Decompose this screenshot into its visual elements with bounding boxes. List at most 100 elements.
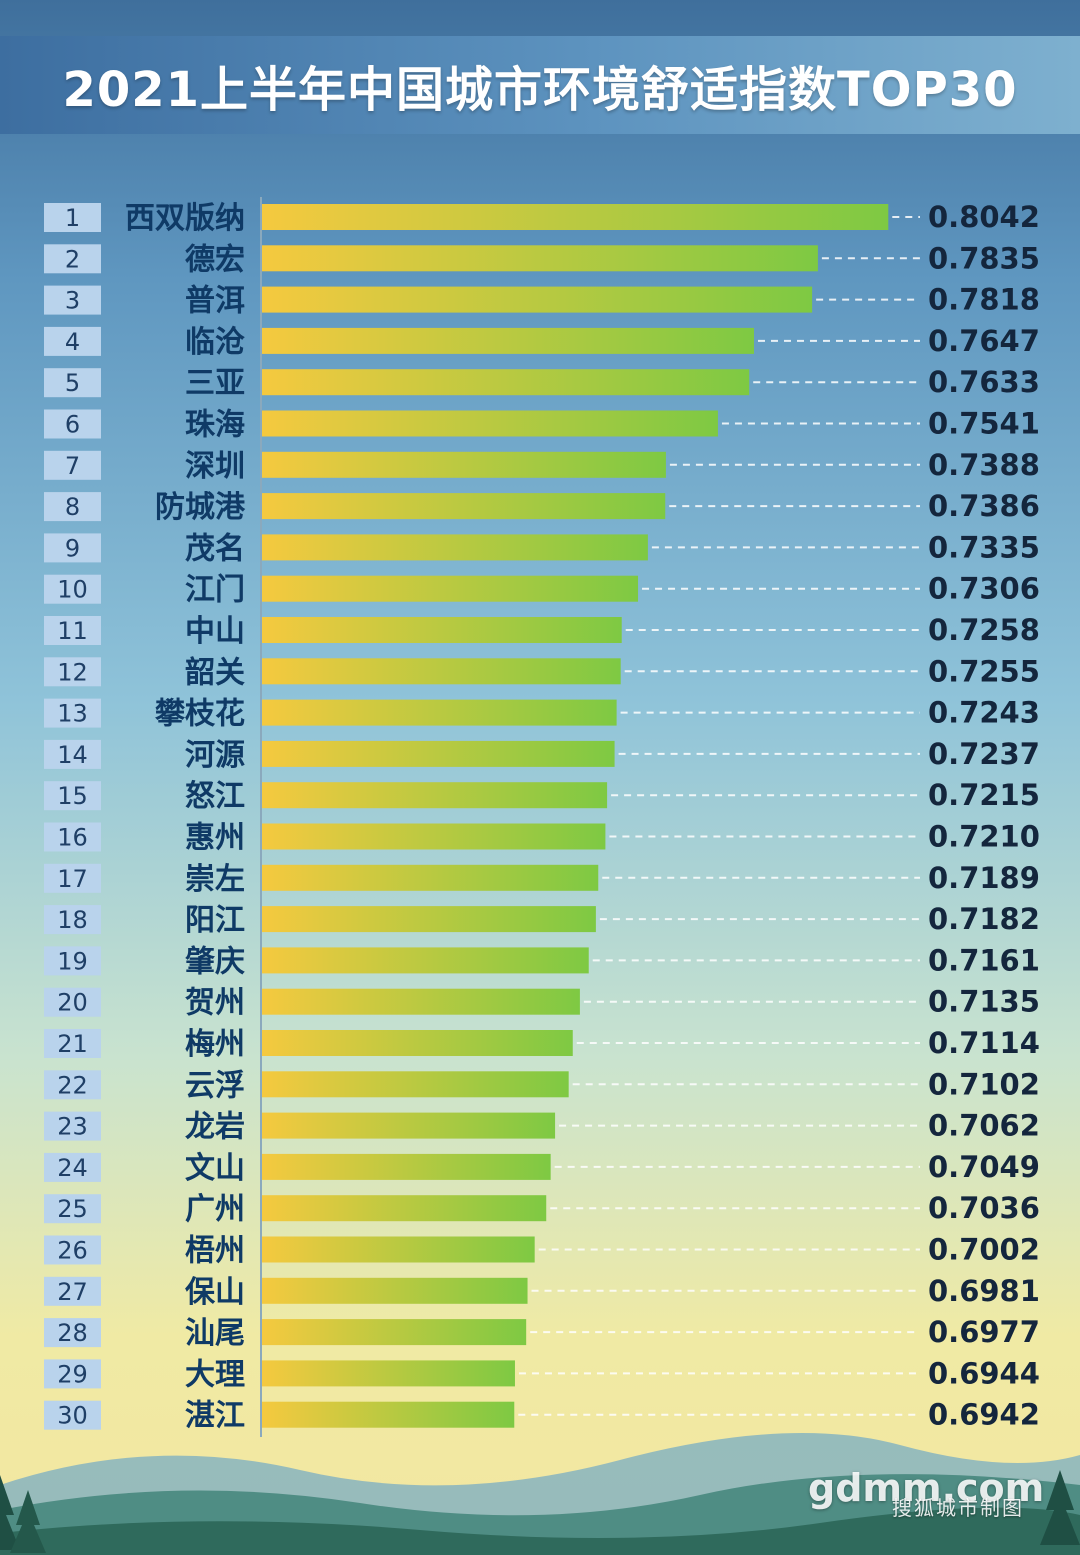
rank-box	[44, 698, 101, 728]
value-label: 0.7386	[928, 489, 1040, 523]
rank-box	[44, 1111, 101, 1141]
landscape-decoration	[0, 1433, 1080, 1555]
rank-label: 12	[57, 658, 88, 686]
rank-label: 16	[57, 824, 88, 852]
rank-box	[44, 657, 101, 687]
bar	[262, 1360, 515, 1387]
bar-row-15: 15 怒江 0.7215	[44, 778, 1040, 814]
rank-label: 3	[65, 287, 80, 315]
value-label: 0.7835	[928, 241, 1040, 275]
bar-row-30: 30 湛江 0.6942	[44, 1398, 1040, 1434]
rank-label: 18	[57, 906, 88, 934]
value-label: 0.8042	[928, 200, 1040, 234]
bar	[262, 658, 621, 685]
rank-label: 11	[57, 617, 88, 645]
rank-label: 30	[57, 1402, 88, 1430]
bar	[262, 1195, 547, 1222]
bar	[262, 1153, 551, 1180]
value-label: 0.7388	[928, 448, 1040, 482]
bar	[262, 1030, 573, 1056]
city-label: 肇庆	[185, 944, 245, 979]
value-label: 0.7102	[928, 1067, 1040, 1101]
rank-label: 17	[57, 865, 88, 893]
rank-label: 4	[65, 328, 80, 356]
rank-box	[44, 1194, 101, 1224]
bar-row-21: 21 梅州 0.7114	[44, 1026, 1040, 1062]
bar-row-18: 18 阳江 0.7182	[44, 902, 1040, 938]
city-label: 惠州	[185, 821, 245, 856]
bar	[262, 1319, 527, 1346]
bar	[262, 410, 718, 437]
city-label: 德宏	[185, 242, 245, 277]
bar-row-29: 29 大理 0.6944	[44, 1356, 1040, 1392]
bar-row-1: 1 西双版纳 0.8042	[44, 200, 1040, 236]
value-label: 0.7215	[928, 778, 1040, 812]
rank-box	[44, 244, 101, 274]
rank-label: 9	[65, 534, 80, 562]
rank-box	[44, 1029, 101, 1058]
value-label: 0.7258	[928, 613, 1040, 647]
bar	[262, 1112, 556, 1139]
bar-row-10: 10 江门 0.7306	[44, 572, 1040, 608]
rank-box	[44, 1235, 101, 1265]
bar	[262, 1277, 528, 1304]
city-label: 贺州	[185, 986, 245, 1021]
rank-box	[44, 1070, 101, 1100]
rank-box	[44, 285, 101, 315]
rank-box	[44, 409, 101, 439]
city-label: 保山	[185, 1275, 245, 1310]
bar-row-26: 26 梧州 0.7002	[44, 1233, 1040, 1269]
value-label: 0.7189	[928, 861, 1040, 895]
rank-label: 23	[57, 1113, 88, 1141]
rank-label: 25	[57, 1195, 88, 1223]
bar-rows: 1 西双版纳 0.8042 2 德宏 0.7835 3 普洱 0.7818 4 临沧 0.7647 5 三…	[44, 200, 1040, 1434]
value-label: 0.7182	[928, 902, 1040, 936]
rank-box	[44, 1276, 101, 1306]
rank-box	[44, 987, 101, 1017]
value-label: 0.7114	[928, 1026, 1040, 1060]
city-label: 梧州	[185, 1234, 245, 1269]
value-label: 0.7647	[928, 324, 1040, 358]
rank-label: 26	[57, 1237, 88, 1265]
rank-label: 20	[57, 989, 88, 1017]
bar-row-4: 4 临沧 0.7647	[44, 324, 1040, 360]
value-label: 0.7062	[928, 1109, 1040, 1143]
rank-label: 15	[57, 782, 88, 810]
bar	[262, 699, 617, 726]
city-label: 茂名	[185, 531, 245, 566]
bar-row-12: 12 韶关 0.7255	[44, 654, 1040, 690]
value-label: 0.6942	[928, 1398, 1040, 1432]
rank-box	[44, 739, 101, 769]
bar-row-17: 17 崇左 0.7189	[44, 861, 1040, 897]
title-band: 2021上半年中国城市环境舒适指数TOP30	[0, 36, 1080, 134]
city-label: 临沧	[185, 325, 245, 360]
watermark-sub: 搜狐城市制图	[892, 1496, 1024, 1520]
city-label: 普洱	[185, 284, 245, 319]
value-label: 0.7036	[928, 1191, 1040, 1225]
city-label: 怒江	[185, 779, 245, 814]
bar-row-27: 27 保山 0.6981	[44, 1274, 1040, 1310]
bar	[262, 906, 596, 933]
rank-label: 22	[57, 1071, 88, 1099]
city-label: 龙岩	[185, 1110, 245, 1145]
value-label: 0.7541	[928, 407, 1040, 441]
city-label: 防城港	[155, 490, 246, 525]
city-label: 崇左	[185, 862, 245, 897]
bar	[262, 204, 889, 230]
bar	[262, 864, 599, 891]
bar	[262, 1071, 569, 1098]
rank-box	[44, 203, 101, 232]
chart-title: 2021上半年中国城市环境舒适指数TOP30	[62, 62, 1018, 118]
bar-row-3: 3 普洱 0.7818	[44, 283, 1040, 319]
bar	[262, 988, 580, 1015]
bar-row-8: 8 防城港 0.7386	[44, 489, 1040, 525]
value-label: 0.7135	[928, 985, 1040, 1019]
value-label: 0.6977	[928, 1315, 1040, 1349]
city-label: 大理	[185, 1357, 245, 1392]
bar-row-13: 13 攀枝花 0.7243	[44, 696, 1040, 732]
rank-box	[44, 368, 101, 398]
bar-row-9: 9 茂名 0.7335	[44, 530, 1040, 566]
city-label: 湛江	[185, 1399, 245, 1434]
value-label: 0.7161	[928, 943, 1040, 977]
